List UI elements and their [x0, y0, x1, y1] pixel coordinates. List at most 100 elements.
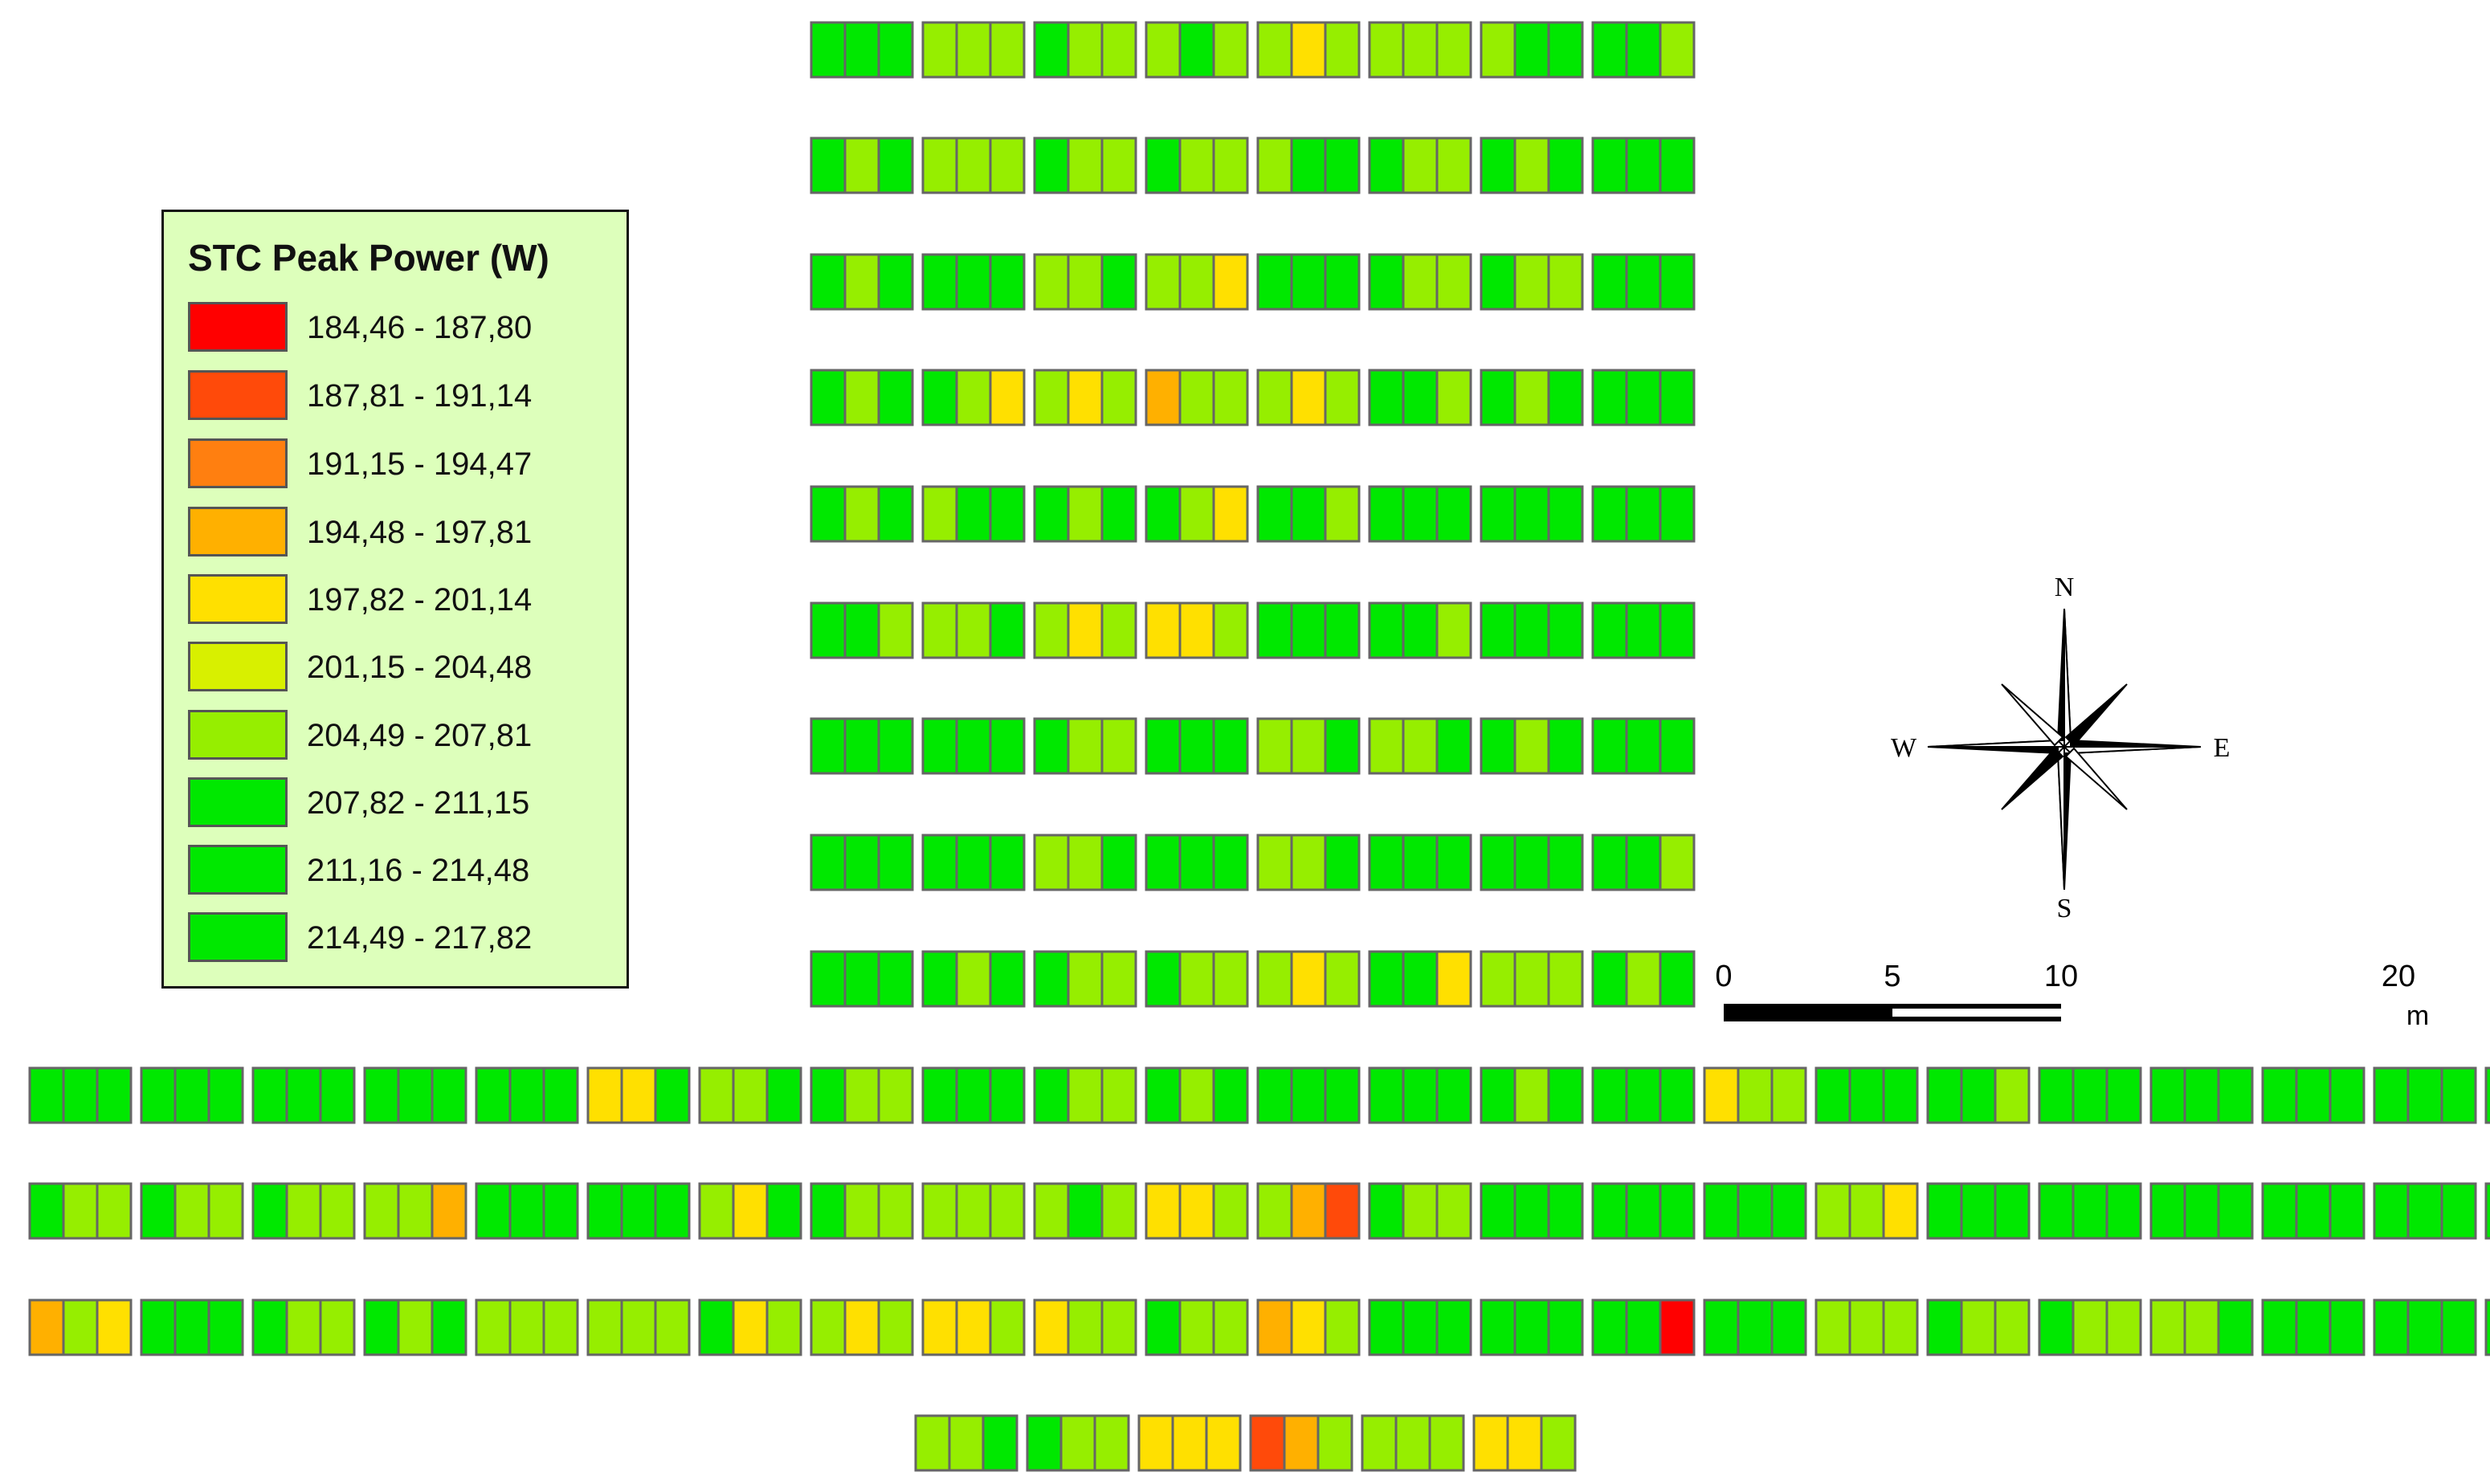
pv-module-cell	[1547, 950, 1584, 1008]
pv-module-cell	[1882, 1298, 1919, 1356]
pv-module-cell	[654, 1066, 691, 1124]
pv-module-cell	[1394, 1414, 1431, 1472]
pv-module-cell	[955, 1298, 992, 1356]
pv-module-cell	[1513, 601, 1550, 659]
pv-module-cell	[1591, 21, 1628, 79]
pv-module-cell	[1591, 137, 1628, 194]
pv-module-cell	[2406, 1182, 2443, 1240]
pv-module-cell	[654, 1298, 691, 1356]
pv-module-cell	[1547, 1298, 1584, 1356]
pv-module-cell	[1067, 1182, 1104, 1240]
pv-module-cell	[1737, 1182, 1774, 1240]
pv-module-cell	[1324, 21, 1361, 79]
legend-label: 204,49 - 207,81	[307, 718, 533, 753]
pv-module-cell	[1368, 369, 1405, 426]
pv-module-cell	[285, 1066, 322, 1124]
scale-bar: 0 5 10 20 m	[1715, 960, 2429, 1031]
pv-module-cell	[1547, 369, 1584, 426]
pv-module-cell	[96, 1066, 133, 1124]
pv-module-cell	[1212, 253, 1249, 311]
pv-module-cell	[1033, 950, 1070, 1008]
pv-module-cell	[1435, 1066, 1472, 1124]
pv-module-cell	[1324, 1066, 1361, 1124]
pv-module-cell	[1145, 137, 1182, 194]
legend: STC Peak Power (W) 184,46 - 187,80 187,8…	[161, 210, 629, 989]
pv-module-cell	[877, 1182, 914, 1240]
pv-module-cell	[1435, 1298, 1472, 1356]
legend-label: 191,15 - 194,47	[307, 446, 533, 482]
pv-module-cell	[586, 1298, 623, 1356]
pv-module-cell	[1256, 950, 1293, 1008]
pv-module-cell	[397, 1298, 434, 1356]
pv-module-cell	[1435, 137, 1472, 194]
pv-module-cell	[1659, 369, 1696, 426]
pv-module-cell	[1368, 950, 1405, 1008]
pv-module-cell	[810, 1182, 847, 1240]
pv-module-cell	[1256, 253, 1293, 311]
pv-module-cell	[140, 1298, 177, 1356]
legend-row: 197,82 - 201,14	[188, 574, 606, 627]
pv-module-cell	[955, 601, 992, 659]
pv-module-cell	[877, 369, 914, 426]
pv-module-cell	[1361, 1414, 1398, 1472]
pv-module-cell	[2072, 1298, 2108, 1356]
pv-module-cell	[1290, 717, 1327, 775]
pv-module-cell	[1290, 950, 1327, 1008]
pv-module-cell	[955, 834, 992, 891]
panel-layer	[28, 21, 2490, 1472]
pv-module-cell	[1882, 1182, 1919, 1240]
pv-module-cell	[1506, 1414, 1543, 1472]
pv-module-cell	[1480, 1298, 1516, 1356]
pv-module-cell	[810, 1298, 847, 1356]
pv-module-cell	[2149, 1298, 2186, 1356]
pv-module-cell	[1703, 1182, 1740, 1240]
pv-module-cell	[2373, 1066, 2410, 1124]
pv-module-cell	[955, 253, 992, 311]
pv-module-cell	[1249, 1414, 1286, 1472]
pv-module-cell	[207, 1298, 244, 1356]
pv-module-cell	[1033, 253, 1070, 311]
pv-module-cell	[1591, 1298, 1628, 1356]
pv-module-cell	[1145, 601, 1182, 659]
pv-module-cell	[921, 717, 958, 775]
pv-module-cell	[1290, 1066, 1327, 1124]
pv-module-cell	[1513, 137, 1550, 194]
pv-module-cell	[1480, 717, 1516, 775]
pv-module-cell	[1480, 950, 1516, 1008]
pv-module-cell	[1513, 950, 1550, 1008]
pv-module-cell	[989, 485, 1026, 543]
pv-module-cell	[1212, 1182, 1249, 1240]
pv-module-cell	[285, 1182, 322, 1240]
pv-module-cell	[877, 601, 914, 659]
pv-module-cell	[1480, 601, 1516, 659]
pv-module-cell	[1513, 1182, 1550, 1240]
scale-label-0: 0	[1715, 960, 1732, 993]
pv-module-cell	[475, 1066, 512, 1124]
pv-module-cell	[1178, 717, 1215, 775]
pv-module-cell	[1368, 834, 1405, 891]
pv-module-cell	[1256, 485, 1293, 543]
pv-module-cell	[1067, 1298, 1104, 1356]
pv-module-cell	[843, 137, 880, 194]
pv-module-cell	[319, 1066, 356, 1124]
pv-module-cell	[1591, 1182, 1628, 1240]
pv-module-cell	[843, 601, 880, 659]
pv-module-cell	[1212, 137, 1249, 194]
pv-module-cell	[1659, 1182, 1696, 1240]
pv-module-cell	[319, 1298, 356, 1356]
pv-module-cell	[989, 834, 1026, 891]
pv-module-cell	[1178, 1182, 1215, 1240]
pv-module-cell	[1737, 1066, 1774, 1124]
legend-label: 184,46 - 187,80	[307, 310, 533, 345]
pv-module-cell	[1067, 21, 1104, 79]
pv-module-cell	[1625, 485, 1662, 543]
pv-module-cell	[431, 1182, 467, 1240]
pv-module-cell	[207, 1182, 244, 1240]
pv-module-cell	[140, 1066, 177, 1124]
legend-swatch	[188, 438, 288, 488]
pv-module-cell	[1145, 834, 1182, 891]
pv-module-cell	[1926, 1182, 1963, 1240]
pv-module-cell	[2261, 1182, 2298, 1240]
legend-row: 184,46 - 187,80	[188, 302, 606, 355]
legend-row: 194,48 - 197,81	[188, 507, 606, 560]
